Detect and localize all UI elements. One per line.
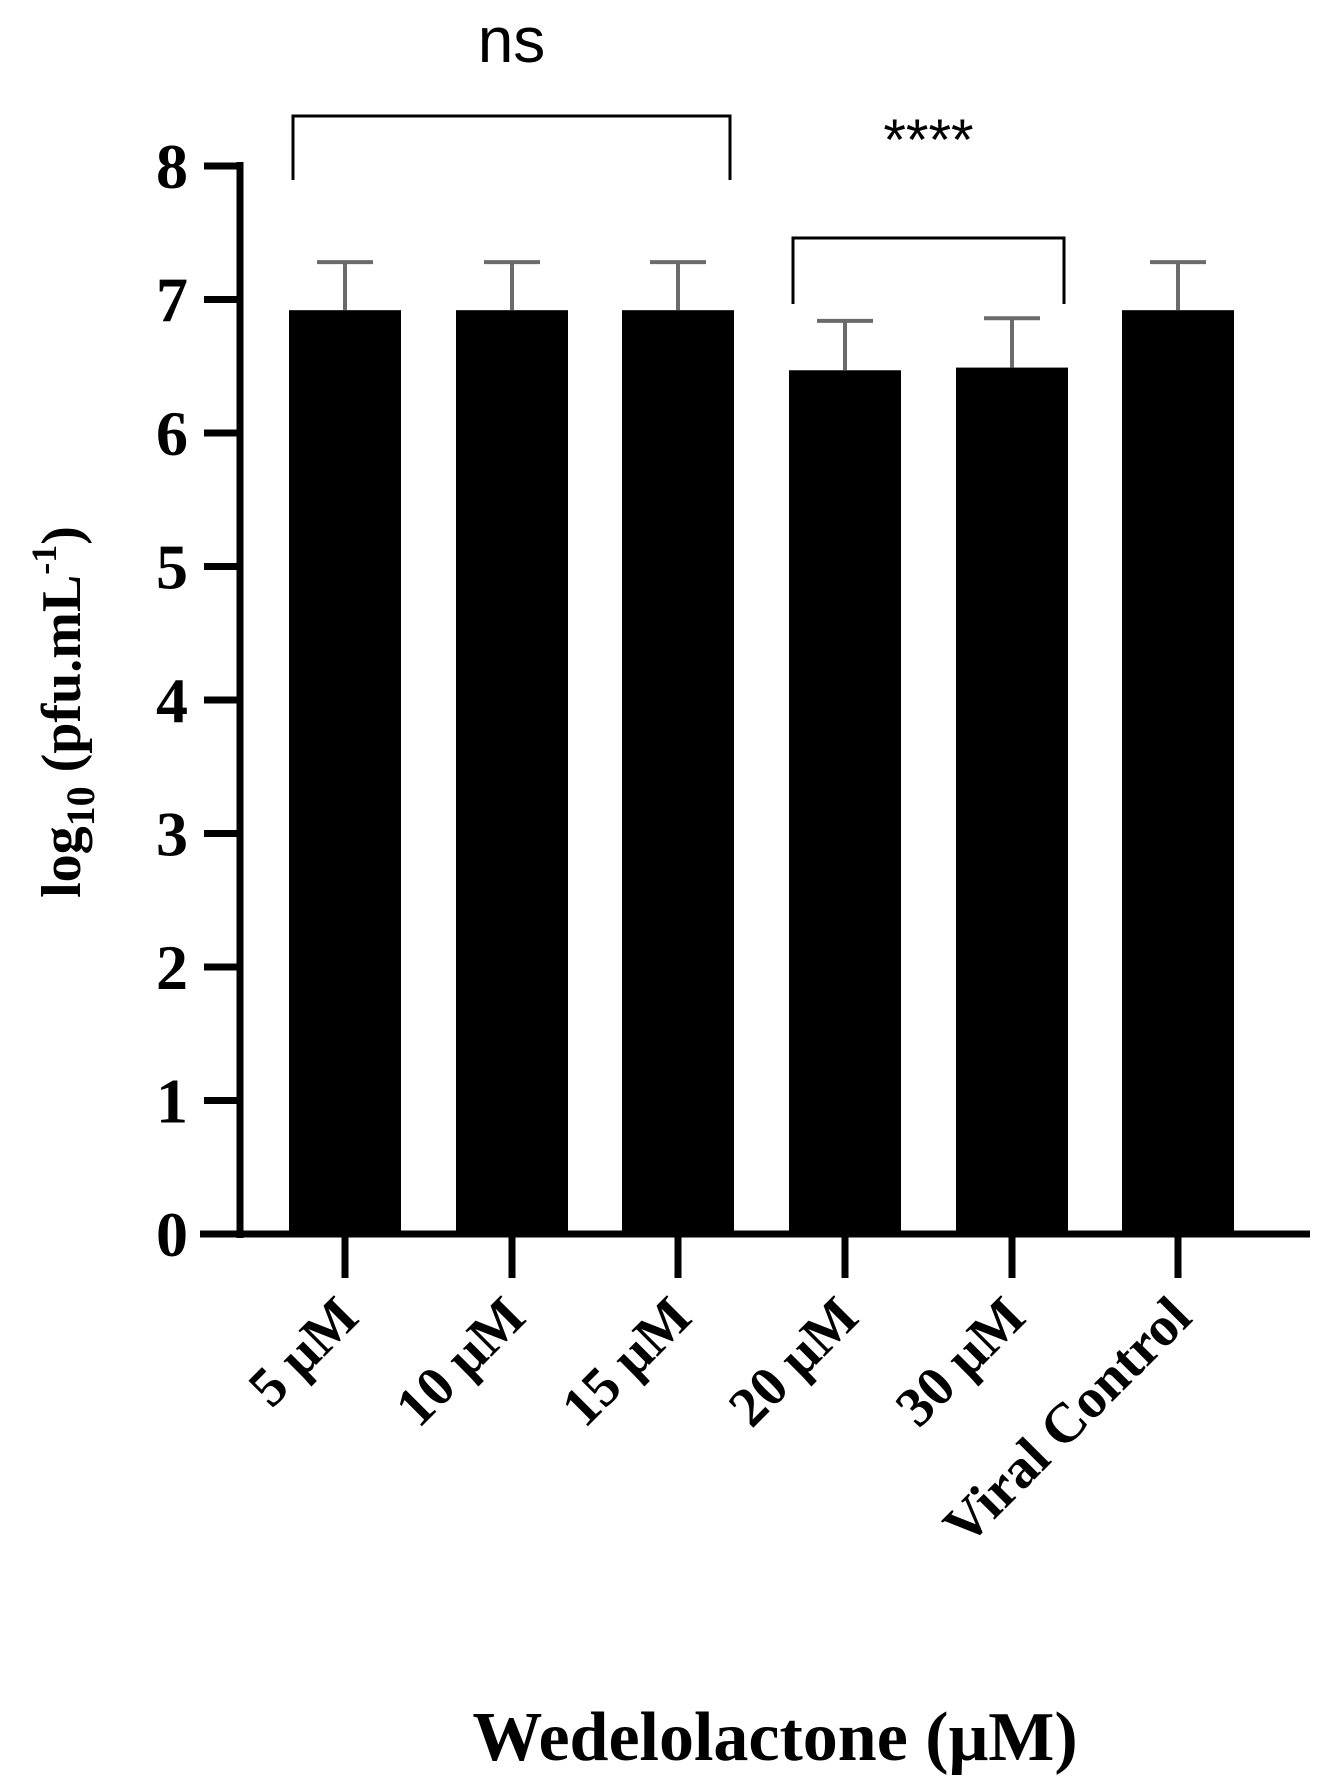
x-tick-label: 15 μM bbox=[550, 1285, 703, 1438]
bar bbox=[289, 310, 401, 1234]
y-axis-label: log10 (pfu.mL-1) bbox=[24, 526, 103, 898]
significance-annotations: ns **** bbox=[291, 4, 1066, 304]
y-tick-label: 2 bbox=[156, 932, 188, 1003]
y-axis-label-main: log bbox=[31, 826, 93, 898]
bars bbox=[289, 310, 1234, 1235]
y-tick-label: 7 bbox=[156, 265, 188, 336]
bar bbox=[956, 367, 1068, 1235]
y-tick-label: 0 bbox=[156, 1199, 188, 1270]
y-axis-label-sup: -1 bbox=[24, 545, 64, 575]
bar bbox=[622, 310, 734, 1234]
error-bars bbox=[317, 260, 1206, 371]
x-axis-label: Wedelolactone (μM) bbox=[472, 1699, 1077, 1776]
x-tick-label: 30 μM bbox=[884, 1285, 1037, 1438]
significance-bracket bbox=[291, 114, 732, 180]
y-axis-label-sub: 10 bbox=[58, 786, 103, 826]
significance-label: ns bbox=[478, 4, 546, 76]
y-tick-label: 4 bbox=[156, 665, 188, 736]
y-tick-label: 1 bbox=[156, 1066, 188, 1137]
significance-bracket bbox=[791, 236, 1066, 304]
y-tick-label: 3 bbox=[156, 799, 188, 870]
y-tick-label: 8 bbox=[156, 131, 188, 202]
y-axis-label-rest: (pfu.mL bbox=[31, 575, 93, 787]
x-tick-label: 10 μM bbox=[384, 1285, 537, 1438]
y-tick-label: 6 bbox=[156, 398, 188, 469]
bar bbox=[456, 310, 568, 1234]
x-tick-label: 5 μM bbox=[237, 1285, 370, 1418]
significance-label: **** bbox=[883, 108, 973, 173]
bar bbox=[789, 370, 901, 1234]
x-tick-label: 20 μM bbox=[717, 1285, 870, 1438]
y-tick-label: 5 bbox=[156, 532, 188, 603]
bar bbox=[1122, 310, 1234, 1234]
y-axis-label-close: ) bbox=[31, 526, 93, 545]
